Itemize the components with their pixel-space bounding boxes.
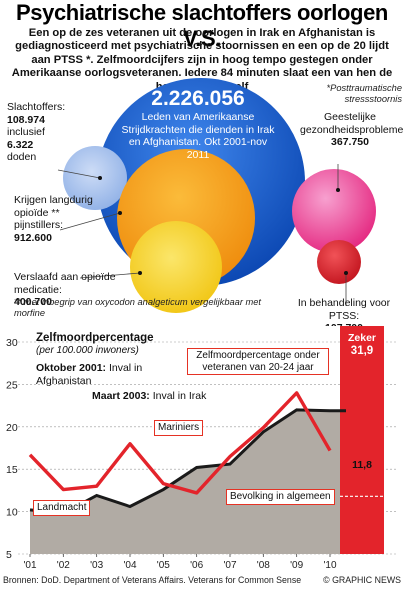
x-tick-5: '06: [190, 560, 203, 571]
total-value: 2.226.056: [151, 87, 245, 110]
chart-title-block: Zelfmoordpercentage (per 100.000 inwoner…: [36, 332, 154, 357]
side-bar-value: 31,9: [350, 344, 374, 357]
annotation-mar-2003-text: Inval in Irak: [149, 390, 207, 402]
annotation-oct-2001-bold: Oktober 2001:: [36, 362, 107, 374]
bubble-casualties: [63, 146, 127, 210]
general-population-value: 11,8: [352, 459, 372, 471]
annotation-oct-2001: Oktober 2001: Inval in Afghanistan: [36, 362, 156, 387]
x-tick-3: '04: [123, 560, 136, 571]
page-title: Psychiatrische slachtoffers oorlogen V.S…: [16, 0, 388, 51]
y-tick-10: 10: [6, 507, 18, 519]
x-axis-ticks: '01 '02 '03 '04 '05 '06 '07 '08 '09 '10: [23, 554, 337, 571]
mental-label: Geestelijke gezondheidsproblemen: 367.75…: [300, 111, 404, 149]
y-tick-25: 25: [6, 379, 18, 391]
legend-army: Landmacht: [33, 500, 91, 516]
annotation-mar-2003-bold: Maart 2003:: [92, 390, 150, 402]
bubble-addicted: [130, 221, 222, 313]
army-area: [30, 409, 346, 554]
total-label: 2.226.056 Leden van Amerikaanse Strijdkr…: [118, 87, 278, 161]
legend-veterans: Zelfmoordpercentage onder veteranen van …: [187, 348, 329, 375]
casualties-label-3: doden: [7, 151, 37, 163]
total-caption: Leden van Amerikaanse Strijdkrachten die…: [121, 111, 275, 161]
legend-marines: Mariniers: [154, 420, 204, 436]
bubble-ptss: [317, 240, 361, 284]
side-bar-label-text: Zeker: [347, 332, 377, 344]
opioid-label: Krijgen langdurig opioïde ** pijnstiller…: [14, 194, 94, 244]
army-area-shape: [30, 409, 346, 554]
x-tick-0: '01: [23, 560, 36, 571]
marines-line: [28, 391, 332, 495]
x-tick-1: '02: [57, 560, 70, 571]
footer-credit: © GRAPHIC NEWS: [323, 575, 401, 585]
annotation-oct-2001-text: Inval in Afghanistan: [36, 362, 143, 387]
annotation-mar-2003: Maart 2003: Inval in Irak: [92, 390, 252, 403]
side-bar-label: Zeker 31,9: [340, 332, 384, 357]
casualties-label-1: Slachtoffers:: [7, 101, 66, 113]
x-tick-9: '10: [323, 560, 336, 571]
mental-label-text: Geestelijke gezondheidsproblemen:: [300, 111, 404, 136]
legend-general-population: Bevolking in algemeen: [226, 489, 335, 505]
casualties-label: Slachtoffers: 108.974 inclusief 6.322 do…: [7, 101, 77, 164]
footnote-opioid: ** met inbegrip van oxycodon analgeticum…: [14, 297, 262, 318]
ptss-label-text: In behandeling voor PTSS:: [297, 297, 391, 322]
casualties-value-1: 108.974: [7, 113, 45, 126]
bubble-diagram: [57, 78, 376, 313]
veterans-rate-bar: [340, 326, 384, 554]
footnote-ptss: *Posttraumatische stressstoornis: [326, 83, 402, 104]
y-tick-30: 30: [6, 337, 18, 349]
casualties-label-2: inclusief: [7, 126, 45, 138]
y-tick-20: 20: [6, 422, 18, 434]
y-tick-5: 5: [6, 549, 12, 561]
footer-source: Bronnen: DoD. Department of Veterans Aff…: [3, 575, 302, 585]
x-tick-6: '07: [223, 560, 236, 571]
addicted-label-text: Verslaafd aan opioïde medicatie:: [14, 271, 116, 296]
opioid-value: 912.600: [14, 231, 52, 244]
bubble-mental: [292, 169, 376, 253]
addicted-value: 400.700: [14, 296, 52, 308]
y-tick-15: 15: [6, 464, 18, 476]
chart-title: Zelfmoordpercentage: [36, 332, 154, 344]
casualties-value-2: 6.322: [7, 138, 34, 151]
side-bar: [340, 326, 384, 554]
y-axis-ticks: 5 10 15 20 25 30: [6, 337, 18, 561]
x-tick-7: '08: [257, 560, 270, 571]
x-tick-4: '05: [157, 560, 170, 571]
mental-value: 367.750: [331, 136, 369, 148]
opioid-label-text: Krijgen langdurig opioïde ** pijnstiller…: [14, 194, 93, 231]
x-tick-8: '09: [290, 560, 303, 571]
addicted-label: Verslaafd aan opioïde medicatie: 400.700: [14, 271, 154, 309]
x-tick-2: '03: [90, 560, 103, 571]
chart-subtitle: (per 100.000 inwoners): [36, 344, 139, 356]
